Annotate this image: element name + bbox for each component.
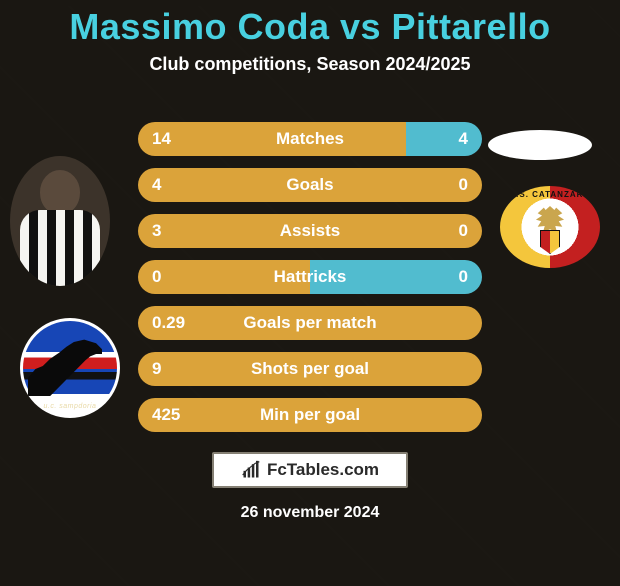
page-title: Massimo Coda vs Pittarello (0, 6, 620, 48)
player-photo-right (488, 130, 592, 160)
stat-row: 144Matches (138, 122, 482, 156)
brand-pill[interactable]: FcTables.com (212, 452, 408, 488)
footer-date: 26 november 2024 (0, 504, 620, 522)
chart-icon (241, 460, 261, 480)
stats-column: 144Matches 40Goals 30Assists 00Hattricks 0.2… (138, 122, 482, 444)
page-subtitle: Club competitions, Season 2024/2025 (0, 54, 620, 75)
stat-row: 0.29Goals per match (138, 306, 482, 340)
club-badge-right: U.S. CATANZARO (500, 186, 600, 268)
stat-label: Goals (138, 168, 482, 202)
stat-label: Goals per match (138, 306, 482, 340)
club-badge-left: u.c. sampdoria (20, 318, 120, 418)
player-bib (50, 256, 68, 274)
stat-label: Matches (138, 122, 482, 156)
stat-row: 00Hattricks (138, 260, 482, 294)
stat-row: 40Goals (138, 168, 482, 202)
brand-label: FcTables.com (267, 460, 379, 480)
player-photo-left (10, 156, 110, 286)
stat-row: 425Min per goal (138, 398, 482, 432)
stat-label: Min per goal (138, 398, 482, 432)
stat-row: 9Shots per goal (138, 352, 482, 386)
stat-row: 30Assists (138, 214, 482, 248)
stat-label: Hattricks (138, 260, 482, 294)
stat-label: Assists (138, 214, 482, 248)
stat-label: Shots per goal (138, 352, 482, 386)
